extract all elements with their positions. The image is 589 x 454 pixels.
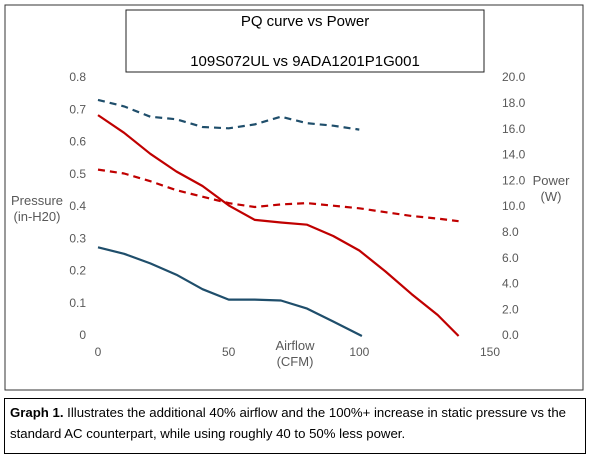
y2-tick-label: 18.0 (502, 96, 526, 110)
y-tick-label: 0.3 (69, 231, 86, 245)
caption-label: Graph 1. (10, 405, 64, 420)
y-axis-label: Pressure (in-H20) (10, 193, 64, 224)
y-tick-label: 0.7 (69, 102, 86, 116)
y-tick-label: 0.1 (69, 296, 86, 310)
y2-tick-label: 0.0 (502, 328, 519, 342)
y-tick-label: 0.8 (69, 70, 86, 84)
y2-tick-label: 6.0 (502, 251, 519, 265)
y2-tick-label: 16.0 (502, 122, 526, 136)
y-tick-label: 0.2 (69, 264, 86, 278)
y2-tick-label: 14.0 (502, 148, 526, 162)
title-box (125, 9, 485, 73)
series-line (97, 168, 459, 223)
x-axis-label: Airflow (CFM) (275, 338, 315, 369)
x-tick-label: 0 (95, 345, 102, 359)
y-tick-label: 0.6 (69, 135, 86, 149)
y2-tick-label: 2.0 (502, 302, 519, 316)
y-tick-label: 0 (79, 328, 86, 342)
y2-tick-label: 10.0 (502, 199, 526, 213)
chart-title: PQ curve vs Power (241, 13, 369, 30)
series-line (97, 114, 460, 337)
caption-text: Illustrates the additional 40% airflow a… (10, 405, 567, 441)
y2-tick-label: 12.0 (502, 173, 526, 187)
y2-tick-label: 20.0 (502, 70, 526, 84)
x-tick-label: 100 (349, 345, 369, 359)
caption: Graph 1. Illustrates the additional 40% … (4, 398, 586, 454)
series-line (97, 246, 363, 337)
y2-axis-label: Power (W) (532, 173, 570, 204)
y-tick-label: 0.5 (69, 167, 86, 181)
x-tick-label: 50 (222, 345, 236, 359)
x-tick-label: 150 (480, 345, 500, 359)
series-line (97, 98, 360, 131)
chart-subtitle: 109S072UL vs 9ADA1201P1G001 (190, 53, 420, 70)
y2-tick-label: 4.0 (502, 277, 519, 291)
y-tick-label: 0.4 (69, 199, 86, 213)
y2-tick-label: 8.0 (502, 225, 519, 239)
